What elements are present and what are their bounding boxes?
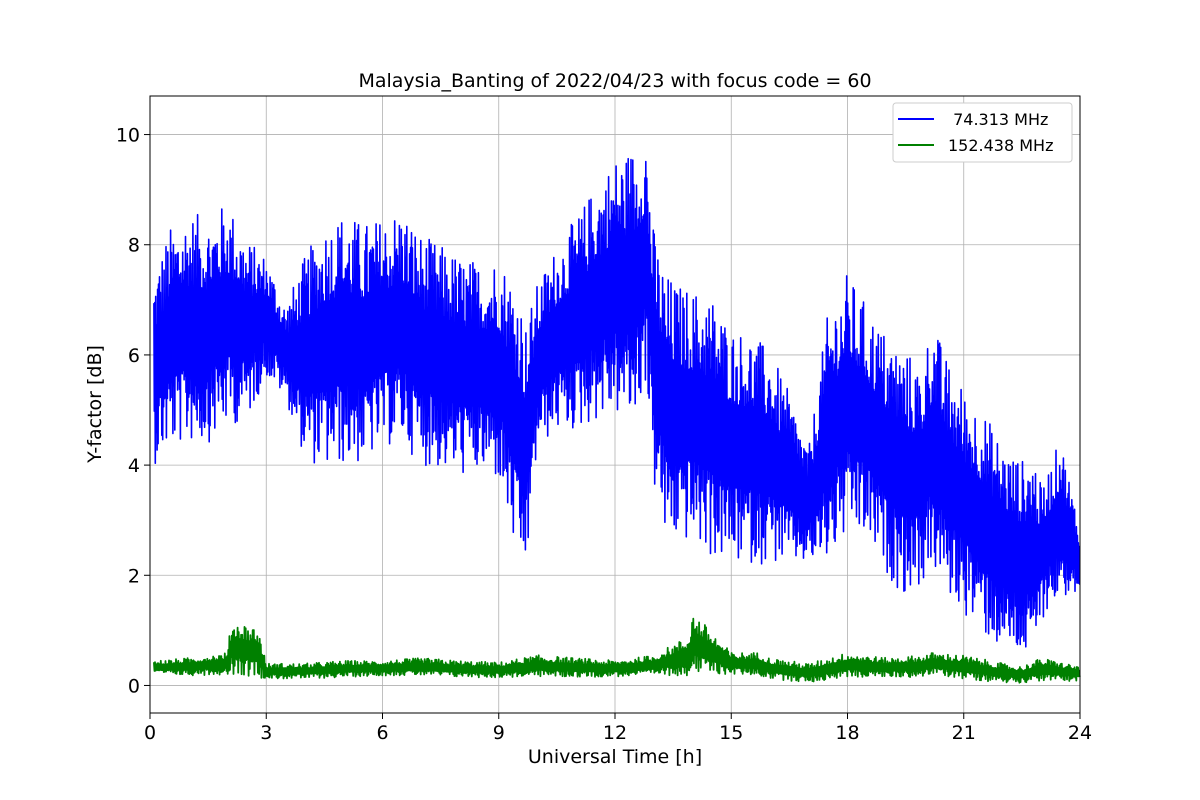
x-tick-label: 3	[260, 722, 272, 744]
x-tick-label: 0	[144, 722, 156, 744]
x-axis-label: Universal Time [h]	[528, 746, 702, 768]
x-tick-label: 12	[603, 722, 627, 744]
y-tick-label: 6	[128, 345, 140, 367]
y-tick-label: 8	[128, 235, 140, 257]
series-152mhz-line	[153, 617, 1081, 684]
x-tick-label: 18	[835, 722, 859, 744]
series-74mhz-line	[153, 157, 1081, 648]
legend-box	[892, 102, 1073, 163]
y-tick-label: 2	[128, 565, 140, 587]
chart-title: Malaysia_Banting of 2022/04/23 with focu…	[358, 70, 871, 92]
y-axis-label: Y-factor [dB]	[84, 345, 106, 464]
legend: 74.313 MHz 152.438 MHz	[892, 102, 1073, 163]
y-tick-label: 4	[128, 455, 140, 477]
x-tick-label: 6	[376, 722, 388, 744]
x-tick-label: 24	[1068, 722, 1092, 744]
legend-label-74mhz: 74.313 MHz	[948, 110, 1048, 129]
legend-label-152mhz: 152.438 MHz	[948, 136, 1053, 155]
x-tick-label: 15	[719, 722, 743, 744]
x-tick-label: 9	[493, 722, 505, 744]
y-tick-label: 0	[128, 675, 140, 697]
y-tick-label: 10	[116, 125, 140, 147]
series-layer	[153, 157, 1081, 684]
x-tick-label: 21	[952, 722, 976, 744]
